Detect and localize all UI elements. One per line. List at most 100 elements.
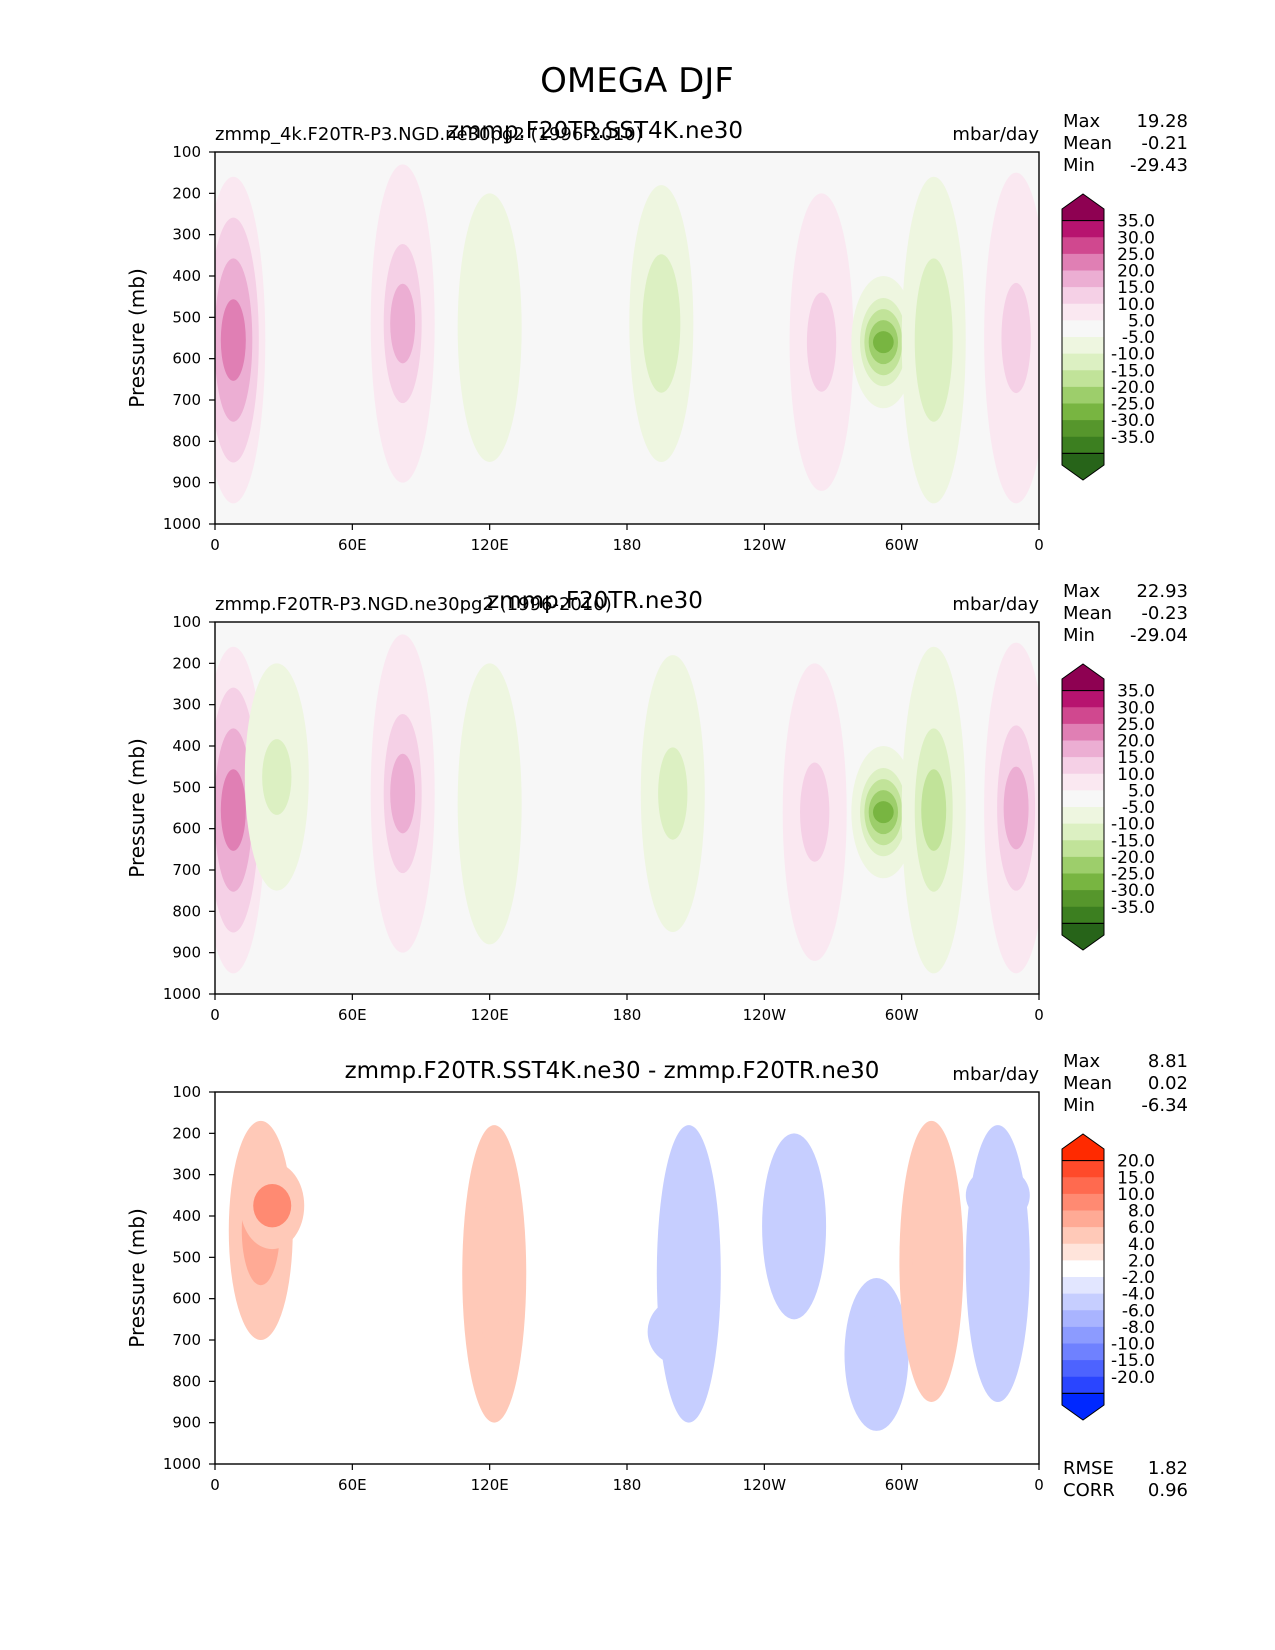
colorbar-tick-label: -8.0 (1122, 1318, 1155, 1338)
colorbar-tick-label: 5.0 (1128, 311, 1155, 331)
contour-region (220, 769, 246, 851)
colorbar-swatch (1062, 1376, 1104, 1394)
y-tick-label: 800 (172, 902, 201, 920)
contour-region (390, 753, 416, 834)
colorbar-swatch (1062, 1193, 1104, 1211)
x-tick-label: 120E (471, 536, 509, 554)
colorbar-tick-label: 30.0 (1117, 228, 1155, 248)
contour-region (1001, 282, 1031, 394)
y-tick-label: 400 (172, 267, 201, 285)
stat-value: 0.02 (1148, 1073, 1188, 1094)
x-tick-label: 60W (885, 536, 919, 554)
colorbar-swatch (1062, 436, 1104, 454)
colorbar-tick-label: -20.0 (1111, 1368, 1155, 1388)
contour-region (660, 1315, 699, 1349)
y-tick-label: 600 (172, 820, 201, 838)
colorbar-swatch (1062, 1343, 1104, 1361)
y-tick-label: 1000 (163, 515, 201, 533)
x-tick-label: 0 (210, 536, 220, 554)
colorbar-swatch (1062, 420, 1104, 438)
colorbar-tick-label: -15.0 (1111, 361, 1155, 381)
colorbar-frame (1061, 690, 1105, 924)
colorbar-swatch (1061, 1133, 1105, 1162)
x-tick-label: 180 (613, 536, 642, 554)
colorbar-swatch (1062, 1293, 1104, 1311)
colorbar-tick-label: 20.0 (1117, 732, 1155, 752)
metric-value: 1.82 (1148, 1458, 1188, 1479)
contour-region (262, 739, 292, 815)
contour-region (475, 1199, 514, 1349)
contour-region (800, 762, 830, 862)
colorbar-swatch (1062, 1310, 1104, 1328)
y-tick-label: 300 (172, 226, 201, 244)
y-tick-label: 100 (172, 1083, 201, 1101)
colorbar-swatch (1062, 757, 1104, 775)
colorbar-tick-label: 5.0 (1128, 781, 1155, 801)
x-tick-label: 120W (743, 1476, 787, 1494)
contour-region (648, 288, 674, 359)
y-tick-label: 700 (172, 391, 201, 409)
colorbar-swatch (1062, 237, 1104, 255)
y-tick-label: 500 (172, 308, 201, 326)
contour-region (253, 1183, 292, 1228)
colorbar-swatch (1062, 386, 1104, 404)
colorbar-tick-label: -10.0 (1111, 815, 1155, 835)
colorbar-swatch (1062, 873, 1104, 891)
contour-region (912, 1191, 951, 1332)
colorbar-tick-label: 35.0 (1117, 682, 1155, 702)
colorbar-tick-label: 20.0 (1117, 1152, 1155, 1172)
x-tick-label: 0 (1034, 1006, 1044, 1024)
colorbar: 20.015.010.08.06.04.02.0-2.0-4.0-6.0-8.0… (1061, 1133, 1155, 1421)
contour-region (921, 769, 947, 851)
y-tick-label: 400 (172, 737, 201, 755)
y-tick-label: 600 (172, 350, 201, 368)
colorbar-tick-label: -20.0 (1111, 378, 1155, 398)
colorbar-tick-label: -35.0 (1111, 898, 1155, 918)
x-tick-label: 120W (743, 536, 787, 554)
panel-reference: 100 200 300 400 500 600 700 800 900 1000 0 60E 120E 1… (125, 581, 1188, 1024)
colorbar-tick-label: 20.0 (1117, 262, 1155, 282)
panel-units: mbar/day (952, 124, 1039, 145)
y-tick-label: 200 (172, 1124, 201, 1142)
colorbar-swatch (1062, 1243, 1104, 1261)
stat-label: Max (1063, 581, 1101, 602)
colorbar-tick-label: -15.0 (1111, 831, 1155, 851)
colorbar-tick-label: 10.0 (1117, 295, 1155, 315)
contour-region (873, 801, 894, 824)
y-tick-label: 900 (172, 944, 201, 962)
contour-region (806, 292, 837, 392)
panel-title: zmmp.F20TR.SST4K.ne30 - zmmp.F20TR.ne30 (345, 1058, 880, 1084)
colorbar-frame (1061, 1160, 1105, 1394)
colorbar-swatch (1061, 922, 1105, 951)
colorbar-tick-label: -5.0 (1122, 798, 1155, 818)
x-tick-label: 0 (210, 1476, 220, 1494)
y-axis-label: Pressure (mb) (125, 268, 149, 408)
contour-region (658, 747, 688, 840)
colorbar-swatch (1062, 1360, 1104, 1378)
colorbar-swatch (1062, 1177, 1104, 1195)
colorbar-tick-label: -30.0 (1111, 411, 1155, 431)
colorbar-swatch (1062, 690, 1104, 708)
y-tick-label: 900 (172, 474, 201, 492)
colorbar-swatch (1062, 707, 1104, 725)
contour-region (978, 1194, 1017, 1333)
x-tick-label: 60W (885, 1006, 919, 1024)
contour-region (475, 282, 505, 373)
x-tick-label: 0 (210, 1006, 220, 1024)
x-tick-label: 180 (613, 1476, 642, 1494)
colorbar-swatch (1062, 773, 1104, 791)
colorbar-swatch (1062, 303, 1104, 321)
stat-value: 22.93 (1136, 581, 1188, 602)
colorbar-swatch (1062, 1160, 1104, 1178)
colorbar-tick-label: -35.0 (1111, 428, 1155, 448)
colorbar-tick-label: 6.0 (1128, 1218, 1155, 1238)
x-tick-label: 60E (338, 536, 367, 554)
y-tick-label: 500 (172, 778, 201, 796)
figure-title: OMEGA DJF (540, 61, 734, 101)
contour-region (978, 1180, 1017, 1210)
panels: 100 200 300 400 500 600 700 800 900 1000 0 60E 120E 1… (125, 111, 1188, 1501)
colorbar-swatch (1062, 253, 1104, 271)
x-tick-label: 120W (743, 1006, 787, 1024)
colorbar-frame (1061, 220, 1105, 454)
y-tick-label: 800 (172, 432, 201, 450)
